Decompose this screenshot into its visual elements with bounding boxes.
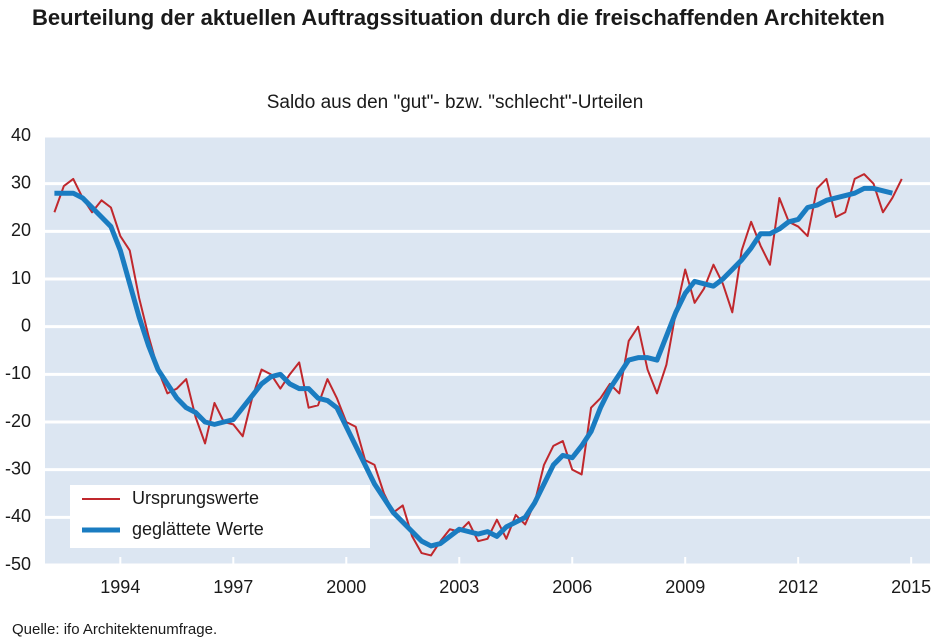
x-tick-label: 1994: [100, 577, 140, 597]
y-tick-label: -30: [5, 458, 31, 478]
chart-title: Beurteilung der aktuellen Auftragssituat…: [32, 5, 885, 30]
y-tick-label: -20: [5, 411, 31, 431]
y-tick-label: -50: [5, 554, 31, 574]
y-tick-label: 0: [21, 315, 31, 335]
legend-label: Ursprungswerte: [132, 488, 259, 508]
data-line: [53, 173, 903, 557]
chart-subtitle: Saldo aus den "gut"- bzw. "schlecht"-Urt…: [267, 92, 644, 113]
y-tick-label: 20: [11, 220, 31, 240]
y-tick-label: -40: [5, 506, 31, 526]
x-tick-label: 1997: [213, 577, 253, 597]
source-note: Quelle: ifo Architektenumfrage.: [12, 621, 217, 638]
data-line: [54, 185, 893, 549]
x-tick-label: 2009: [665, 577, 705, 597]
x-tick-label: 2003: [439, 577, 479, 597]
x-tick-label: 2015: [891, 577, 931, 597]
x-tick-label: 2012: [778, 577, 818, 597]
y-tick-label: 30: [11, 172, 31, 192]
x-tick-label: 2006: [552, 577, 592, 597]
y-tick-label: 40: [11, 125, 31, 145]
legend-box: [70, 485, 370, 548]
x-tick-label: 2000: [326, 577, 366, 597]
y-tick-label: -10: [5, 363, 31, 383]
legend-label: geglättete Werte: [132, 519, 264, 539]
y-tick-label: 10: [11, 268, 31, 288]
